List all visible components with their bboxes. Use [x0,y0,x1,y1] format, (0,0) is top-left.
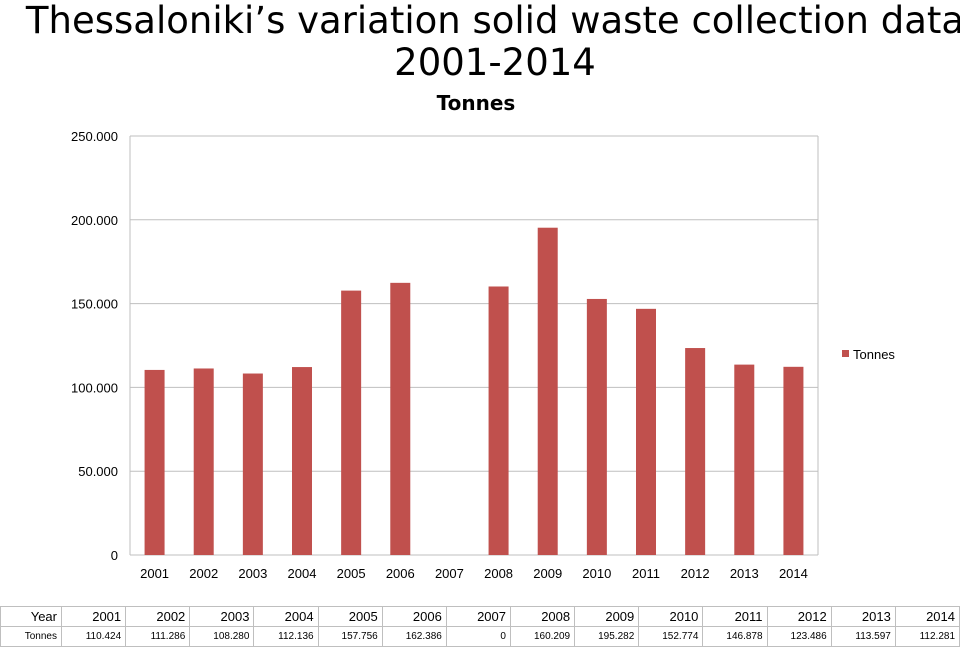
table-year-cell: 2009 [574,606,640,627]
x-tick-label: 2006 [386,566,415,581]
y-tick-label: 250.000 [71,129,118,144]
bar [537,227,558,555]
table-year-cell: 2011 [702,606,768,627]
table-value-cell: 112.136 [253,626,319,647]
table-year-cell: 2006 [381,606,447,627]
table-value-cell: 111.286 [125,626,191,647]
x-tick-label: 2009 [533,566,562,581]
x-tick-label: 2003 [238,566,267,581]
table-value-cell: 112.281 [894,626,960,647]
table-year-cell: 2003 [189,606,255,627]
x-tick-label: 2007 [435,566,464,581]
x-tick-label: 2004 [288,566,317,581]
x-tick-label: 2001 [140,566,169,581]
table-value-cell: 162.386 [381,626,447,647]
table-value-cell: 0 [445,626,511,647]
legend-swatch [842,350,849,357]
x-tick-label: 2008 [484,566,513,581]
table-year-cell: 2012 [766,606,832,627]
table-value-cell: 110.424 [60,626,127,647]
x-tick-label: 2012 [681,566,710,581]
bar [242,373,263,555]
table-year-cell: 2005 [317,606,383,627]
table-value-cell: 157.756 [317,626,383,647]
table-year-cell: 2001 [60,606,127,627]
bar [292,367,312,555]
table-value-cell: 152.774 [638,626,704,647]
bar [636,308,656,555]
table-year-cell: 2013 [830,606,896,627]
table-value-cell: 195.282 [574,626,640,647]
table-year-cell: 2008 [509,606,576,627]
table-year-row: Year 2001 2002 2003 2004 2005 2006 2007 2008 200… [0,606,960,627]
bar [488,286,509,555]
x-tick-label: 2011 [632,566,660,581]
x-tick-label: 2013 [730,566,759,581]
bar-chart: Tonnes 0 50.000 100.000 150.000 200.000 250.00… [71,91,895,581]
legend-label: Tonnes [853,347,895,362]
bar [586,298,607,555]
page-title: Thessaloniki’s variation solid waste col… [25,0,960,84]
data-table: Year 2001 2002 2003 2004 2005 2006 2007 2008 200… [0,606,960,647]
bar [193,368,214,555]
table-year-cell: 2010 [638,606,704,627]
x-tick-label: 2010 [582,566,611,581]
x-tick-label: 2005 [337,566,366,581]
table-year-cell: 2014 [894,606,960,627]
table-value-row: Tonnes 110.424 111.286 108.280 112.136 157.7… [0,626,960,647]
y-tick-label: 50.000 [78,464,118,479]
table-value-cell: 146.878 [702,626,768,647]
bar [734,364,755,555]
bar [341,290,362,555]
table-year-header: Year [0,606,62,627]
table-value-cell: 113.597 [830,626,896,647]
x-tick-label: 2002 [189,566,218,581]
chart-title: Tonnes [437,91,516,115]
table-year-cell: 2002 [125,606,191,627]
table-value-cell: 108.280 [189,626,255,647]
x-tick-label: 2014 [779,566,808,581]
bar [144,369,165,555]
bar [783,366,804,555]
y-tick-label: 200.000 [71,213,118,228]
bar [685,348,706,555]
y-tick-label: 150.000 [71,297,118,312]
table-value-cell: 123.486 [766,626,832,647]
y-tick-label: 100.000 [71,380,118,395]
table-value-cell: 160.209 [509,626,576,647]
table-value-header: Tonnes [0,626,62,647]
table-year-cell: 2004 [253,606,319,627]
y-tick-label: 0 [111,548,118,563]
bar [390,282,411,555]
table-year-cell: 2007 [445,606,511,627]
